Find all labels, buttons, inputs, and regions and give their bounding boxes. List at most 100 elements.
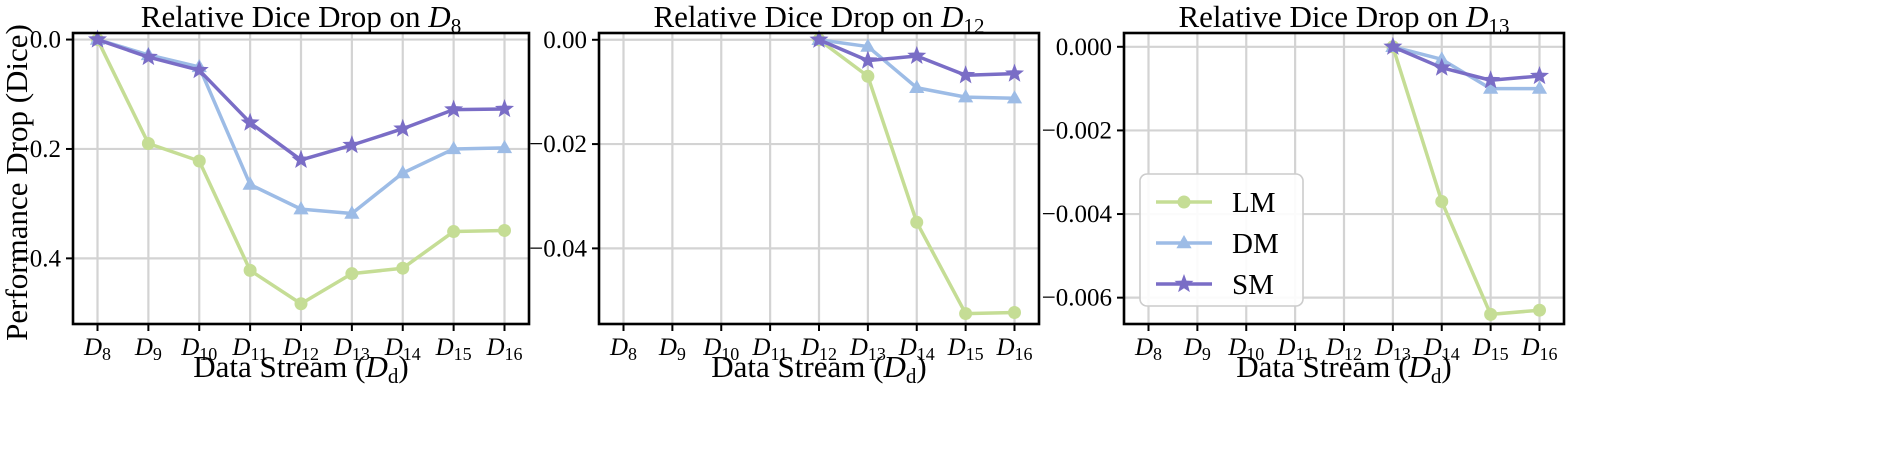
data-point-dm <box>293 201 309 215</box>
data-point-lm <box>1008 306 1021 320</box>
data-point-lm <box>345 267 359 281</box>
data-point-sm <box>393 118 413 137</box>
data-point-sm <box>1004 63 1025 82</box>
x-tick-label: D13 <box>333 334 370 364</box>
x-tick-label: D15 <box>1472 334 1509 364</box>
data-point-dm <box>909 79 925 93</box>
data-point-sm <box>342 135 362 154</box>
data-point-lm <box>1435 194 1449 208</box>
x-tick-label: D8 <box>1134 334 1162 364</box>
x-axis-label: Data Stream (Dd) <box>711 349 926 388</box>
x-tick-label: D9 <box>658 334 686 364</box>
legend-marker <box>1174 274 1194 293</box>
legend-marker <box>1177 195 1191 209</box>
legend-item-sm: SM <box>1156 269 1274 301</box>
chart-panel-1: 0.0 −0.2 −0.4 D8 D9 D10 D11 D12 D13 D14 D15 D16 Rela… <box>0 0 531 388</box>
data-point-lm <box>861 69 875 83</box>
data-point-sm <box>907 45 927 65</box>
x-tick-label: D13 <box>1374 334 1411 364</box>
x-tick-label: D15 <box>947 334 984 364</box>
x-tick-label: D11 <box>751 334 787 364</box>
x-tick-label: D14 <box>1423 334 1460 364</box>
data-point-lm <box>1484 307 1498 321</box>
x-tick-label: D12 <box>800 334 837 364</box>
x-tick-label: D11 <box>1276 334 1312 364</box>
y-tick-label: −0.04 <box>529 235 587 262</box>
data-point-sm <box>1481 70 1501 89</box>
x-tick-label: D9 <box>1183 334 1211 364</box>
y-tick-label: 0.0 <box>30 27 61 54</box>
data-point-lm <box>243 263 257 277</box>
data-point-sm <box>858 50 878 69</box>
data-point-sm <box>444 99 464 118</box>
series-sm <box>809 29 1025 84</box>
x-tick-label: D11 <box>231 334 267 364</box>
x-tick-label: D13 <box>849 334 886 364</box>
y-tick-label: −0.004 <box>1042 201 1113 228</box>
data-point-sm <box>1383 36 1403 55</box>
x-tick-label: D8 <box>83 334 111 364</box>
data-point-dm <box>860 38 876 52</box>
data-point-sm <box>189 60 209 79</box>
x-tick-label: D9 <box>134 334 162 364</box>
x-tick-label: D16 <box>485 334 522 364</box>
data-point-lm <box>959 307 973 321</box>
series-line-sm <box>1392 45 1540 82</box>
data-point-lm <box>447 225 461 239</box>
chart-title: Relative Dice Drop on D8 <box>141 0 461 38</box>
y-axis-label: Performance Drop (Dice) <box>0 24 34 341</box>
legend-label: LM <box>1232 187 1276 219</box>
data-point-lm <box>294 297 308 311</box>
series-sm <box>1383 36 1550 89</box>
x-tick-label: D15 <box>435 334 472 364</box>
data-point-sm <box>240 112 260 131</box>
grid <box>73 33 529 324</box>
x-tick-label: D10 <box>1227 334 1264 364</box>
x-tick-label: D10 <box>180 334 217 364</box>
legend-marker <box>1176 235 1192 249</box>
x-tick-label: D16 <box>995 334 1032 364</box>
data-point-sm <box>494 99 515 118</box>
data-point-dm <box>242 176 258 190</box>
data-point-dm <box>958 89 974 103</box>
data-point-sm <box>809 29 829 48</box>
y-tick-label: 0.00 <box>543 27 587 54</box>
x-axis-label: Data Stream (Dd) <box>193 349 408 388</box>
data-point-dm <box>395 165 411 179</box>
data-point-sm <box>1529 66 1550 85</box>
y-tick-label: 0.000 <box>1056 34 1112 61</box>
data-point-lm <box>910 215 924 229</box>
legend-item-lm: LM <box>1156 187 1276 219</box>
series-sm <box>87 29 515 168</box>
y-tick-label: −0.002 <box>1042 117 1112 144</box>
x-tick-label: D16 <box>1520 334 1557 364</box>
x-tick-label: D14 <box>384 334 421 364</box>
x-axis-label: Data Stream (Dd) <box>1236 349 1451 388</box>
data-point-lm <box>141 136 155 150</box>
x-tick-label: D12 <box>1325 334 1362 364</box>
legend-label: DM <box>1232 228 1279 260</box>
series-line-dm <box>1392 45 1540 91</box>
y-tick-label: −0.2 <box>16 136 61 163</box>
series-line-lm <box>1391 46 1540 317</box>
x-tick-label: D14 <box>898 334 935 364</box>
y-tick-label: −0.006 <box>1042 285 1112 312</box>
data-point-dm <box>1483 80 1499 94</box>
data-point-lm <box>192 154 206 168</box>
data-point-lm <box>498 223 511 237</box>
legend-item-dm: DM <box>1156 228 1279 260</box>
data-point-dm <box>446 140 462 155</box>
data-point-sm <box>138 47 158 66</box>
y-tick-label: −0.4 <box>16 245 62 272</box>
chart-title: Relative Dice Drop on D13 <box>1179 0 1510 38</box>
data-point-sm <box>1432 57 1452 76</box>
x-tick-label: D10 <box>702 334 739 364</box>
legend-label: SM <box>1232 269 1274 301</box>
y-tick-label: −0.02 <box>529 131 587 158</box>
chart-title: Relative Dice Drop on D12 <box>654 0 985 38</box>
x-tick-label: D12 <box>282 334 319 364</box>
data-point-dm <box>1531 80 1548 94</box>
series-lm <box>1386 40 1546 321</box>
